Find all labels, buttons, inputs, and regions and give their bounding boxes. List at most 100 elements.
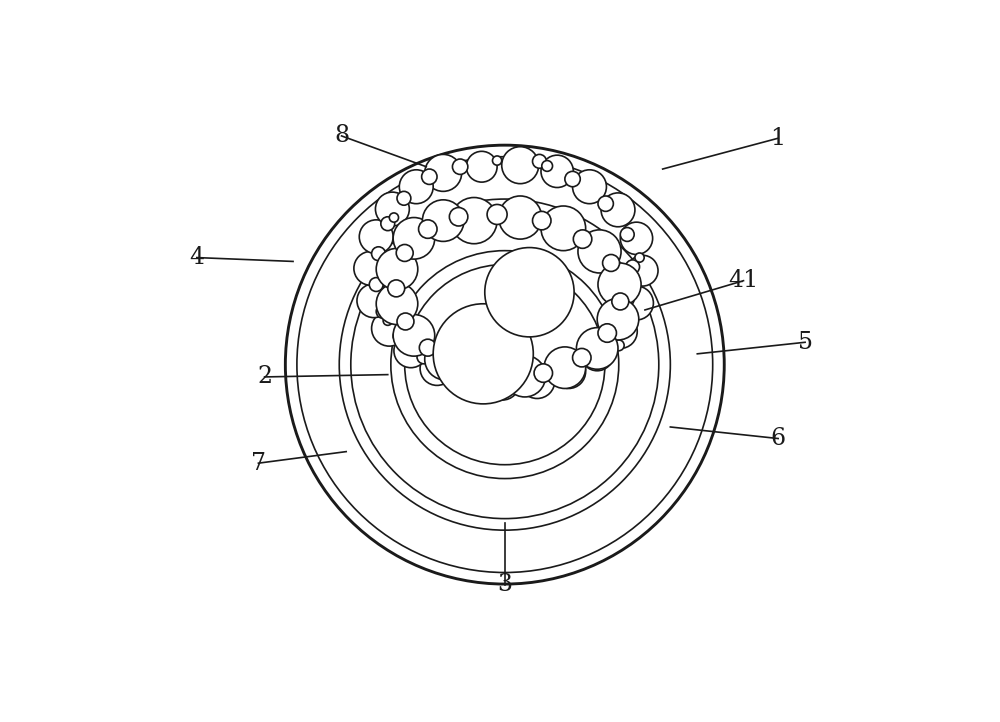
- Circle shape: [576, 328, 618, 369]
- Circle shape: [620, 227, 634, 241]
- Circle shape: [626, 260, 640, 274]
- Circle shape: [579, 344, 593, 358]
- Circle shape: [573, 349, 591, 367]
- Circle shape: [541, 155, 573, 188]
- Circle shape: [499, 196, 542, 239]
- Circle shape: [433, 304, 533, 404]
- Circle shape: [552, 355, 586, 388]
- Circle shape: [393, 329, 407, 343]
- Circle shape: [466, 152, 497, 182]
- Circle shape: [492, 156, 502, 165]
- Circle shape: [533, 212, 551, 230]
- Circle shape: [480, 374, 494, 388]
- Circle shape: [573, 230, 592, 248]
- Circle shape: [485, 248, 574, 337]
- Circle shape: [393, 315, 435, 356]
- Circle shape: [396, 245, 413, 261]
- Circle shape: [544, 347, 586, 388]
- Circle shape: [359, 220, 393, 253]
- Circle shape: [399, 170, 433, 204]
- Circle shape: [397, 191, 411, 205]
- Text: 4: 4: [189, 246, 204, 269]
- Circle shape: [357, 284, 391, 318]
- Circle shape: [620, 292, 634, 306]
- Text: 5: 5: [798, 331, 813, 354]
- Circle shape: [495, 366, 512, 383]
- Circle shape: [391, 251, 619, 479]
- Circle shape: [351, 211, 659, 518]
- Circle shape: [425, 339, 466, 380]
- Circle shape: [372, 247, 385, 261]
- Circle shape: [452, 159, 468, 175]
- Circle shape: [445, 365, 460, 380]
- Circle shape: [565, 171, 580, 187]
- Text: 2: 2: [257, 365, 272, 388]
- Circle shape: [541, 206, 586, 251]
- Circle shape: [375, 192, 409, 226]
- Circle shape: [502, 147, 539, 183]
- Circle shape: [419, 220, 437, 238]
- Circle shape: [376, 283, 418, 325]
- Circle shape: [533, 155, 546, 168]
- Circle shape: [601, 193, 635, 227]
- Circle shape: [578, 230, 621, 273]
- Circle shape: [598, 263, 641, 306]
- Circle shape: [285, 145, 724, 584]
- Circle shape: [542, 160, 553, 171]
- Circle shape: [519, 363, 555, 399]
- Text: 6: 6: [771, 427, 786, 450]
- Circle shape: [451, 362, 486, 397]
- Circle shape: [388, 280, 405, 297]
- Circle shape: [444, 362, 455, 373]
- Circle shape: [463, 352, 505, 394]
- Circle shape: [422, 169, 437, 184]
- Circle shape: [598, 196, 613, 212]
- Circle shape: [405, 264, 605, 465]
- Circle shape: [393, 217, 435, 259]
- Circle shape: [534, 364, 553, 383]
- Circle shape: [620, 222, 653, 254]
- Circle shape: [581, 339, 613, 371]
- Circle shape: [454, 357, 472, 376]
- Circle shape: [339, 199, 670, 530]
- Circle shape: [635, 253, 644, 262]
- Circle shape: [603, 315, 637, 349]
- Circle shape: [504, 355, 546, 397]
- Circle shape: [381, 217, 395, 230]
- Circle shape: [486, 366, 519, 400]
- Circle shape: [372, 310, 407, 346]
- Circle shape: [376, 305, 390, 318]
- Text: 41: 41: [728, 269, 759, 292]
- Text: 7: 7: [251, 452, 266, 474]
- Circle shape: [419, 339, 436, 356]
- Circle shape: [603, 254, 620, 271]
- Circle shape: [451, 198, 497, 244]
- Circle shape: [597, 298, 639, 340]
- Circle shape: [620, 286, 653, 320]
- Circle shape: [602, 321, 617, 336]
- Circle shape: [420, 352, 454, 386]
- Circle shape: [369, 277, 383, 292]
- Text: 3: 3: [497, 573, 512, 596]
- Circle shape: [612, 293, 629, 310]
- Circle shape: [573, 170, 606, 204]
- Circle shape: [383, 316, 392, 326]
- Circle shape: [422, 200, 464, 241]
- Text: 1: 1: [771, 127, 786, 149]
- Circle shape: [613, 340, 624, 351]
- Text: 8: 8: [334, 124, 349, 147]
- Circle shape: [550, 362, 564, 375]
- Circle shape: [297, 157, 713, 573]
- Circle shape: [376, 248, 418, 290]
- Circle shape: [397, 313, 414, 330]
- Circle shape: [417, 350, 431, 364]
- Circle shape: [487, 204, 507, 225]
- Circle shape: [449, 207, 468, 226]
- Circle shape: [389, 213, 399, 222]
- Circle shape: [425, 155, 462, 191]
- Circle shape: [394, 334, 428, 367]
- Circle shape: [354, 251, 388, 285]
- Circle shape: [627, 256, 658, 286]
- Circle shape: [598, 323, 616, 342]
- Circle shape: [516, 373, 529, 386]
